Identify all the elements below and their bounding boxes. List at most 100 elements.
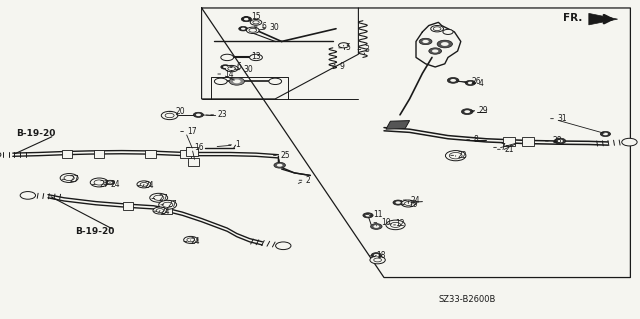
Text: 1: 1 — [236, 140, 240, 149]
Polygon shape — [386, 121, 410, 129]
Circle shape — [554, 138, 566, 144]
Text: 10: 10 — [381, 218, 390, 227]
Text: 6: 6 — [237, 62, 242, 70]
Text: 27: 27 — [168, 200, 177, 209]
Circle shape — [140, 182, 148, 187]
Bar — [180, 150, 191, 158]
Bar — [123, 202, 133, 210]
Bar — [522, 137, 534, 146]
Circle shape — [557, 140, 563, 142]
Circle shape — [339, 43, 349, 48]
Circle shape — [371, 253, 381, 258]
Circle shape — [193, 112, 204, 117]
Text: 26: 26 — [471, 78, 481, 86]
Circle shape — [0, 151, 1, 159]
Circle shape — [277, 164, 283, 167]
Circle shape — [67, 177, 72, 179]
Circle shape — [431, 26, 444, 32]
Circle shape — [269, 78, 282, 85]
Text: 13: 13 — [251, 52, 260, 61]
Circle shape — [228, 67, 236, 70]
Text: 12: 12 — [396, 219, 405, 228]
Circle shape — [246, 27, 259, 33]
Circle shape — [447, 78, 459, 83]
Circle shape — [250, 54, 262, 61]
Circle shape — [419, 38, 432, 45]
Circle shape — [140, 182, 148, 186]
Text: 4: 4 — [479, 79, 484, 88]
Text: 9: 9 — [339, 62, 344, 70]
Circle shape — [142, 183, 147, 186]
Circle shape — [429, 48, 442, 54]
Circle shape — [603, 133, 608, 135]
Text: 14: 14 — [225, 70, 234, 78]
Circle shape — [253, 21, 259, 24]
Circle shape — [600, 131, 611, 137]
Circle shape — [621, 138, 637, 146]
Bar — [503, 137, 515, 146]
Text: 5: 5 — [346, 43, 351, 52]
Circle shape — [165, 204, 170, 206]
Circle shape — [184, 236, 198, 243]
Circle shape — [221, 54, 234, 61]
Text: 7: 7 — [500, 143, 506, 152]
Circle shape — [156, 209, 164, 212]
Text: 24: 24 — [145, 181, 154, 190]
Circle shape — [452, 154, 459, 157]
Circle shape — [437, 40, 452, 48]
Circle shape — [90, 178, 108, 187]
Text: 28: 28 — [552, 137, 562, 145]
Text: 23: 23 — [218, 110, 227, 119]
Text: 11: 11 — [373, 210, 383, 219]
Text: FR.: FR. — [563, 12, 582, 23]
Circle shape — [60, 174, 78, 182]
Text: 21: 21 — [504, 145, 514, 154]
Text: 24: 24 — [191, 237, 200, 246]
Text: 24: 24 — [161, 207, 170, 216]
Circle shape — [451, 79, 456, 82]
Circle shape — [20, 192, 36, 199]
Text: 27: 27 — [159, 194, 168, 203]
Circle shape — [241, 27, 246, 30]
Circle shape — [186, 238, 195, 242]
Circle shape — [401, 200, 415, 207]
Circle shape — [165, 113, 174, 118]
Circle shape — [233, 79, 241, 83]
Circle shape — [441, 42, 449, 46]
Text: 16: 16 — [194, 143, 204, 152]
Text: B-19-20: B-19-20 — [76, 227, 115, 236]
Circle shape — [163, 202, 173, 207]
Text: 24: 24 — [111, 180, 120, 189]
Circle shape — [94, 180, 104, 185]
Circle shape — [106, 180, 115, 185]
Text: 15: 15 — [252, 12, 261, 21]
Circle shape — [214, 78, 227, 85]
Text: 17: 17 — [188, 127, 197, 136]
Circle shape — [396, 201, 401, 204]
Circle shape — [249, 28, 257, 32]
Circle shape — [465, 110, 470, 113]
Circle shape — [374, 258, 381, 262]
Circle shape — [156, 197, 161, 199]
Circle shape — [432, 49, 438, 53]
Circle shape — [188, 239, 193, 241]
Circle shape — [150, 193, 168, 202]
Circle shape — [196, 114, 201, 116]
Text: 22: 22 — [458, 151, 467, 160]
Circle shape — [274, 162, 285, 168]
Text: 25: 25 — [280, 151, 290, 160]
Circle shape — [239, 26, 248, 31]
Text: 31: 31 — [557, 114, 567, 123]
Circle shape — [225, 65, 238, 72]
Circle shape — [159, 200, 177, 209]
Text: 3: 3 — [365, 45, 370, 54]
Circle shape — [94, 180, 104, 185]
Circle shape — [445, 151, 466, 161]
Text: 20: 20 — [176, 107, 186, 116]
Circle shape — [97, 181, 102, 184]
Circle shape — [223, 66, 228, 68]
Circle shape — [386, 220, 405, 230]
Circle shape — [371, 224, 382, 229]
Circle shape — [433, 27, 441, 31]
Circle shape — [449, 152, 462, 159]
